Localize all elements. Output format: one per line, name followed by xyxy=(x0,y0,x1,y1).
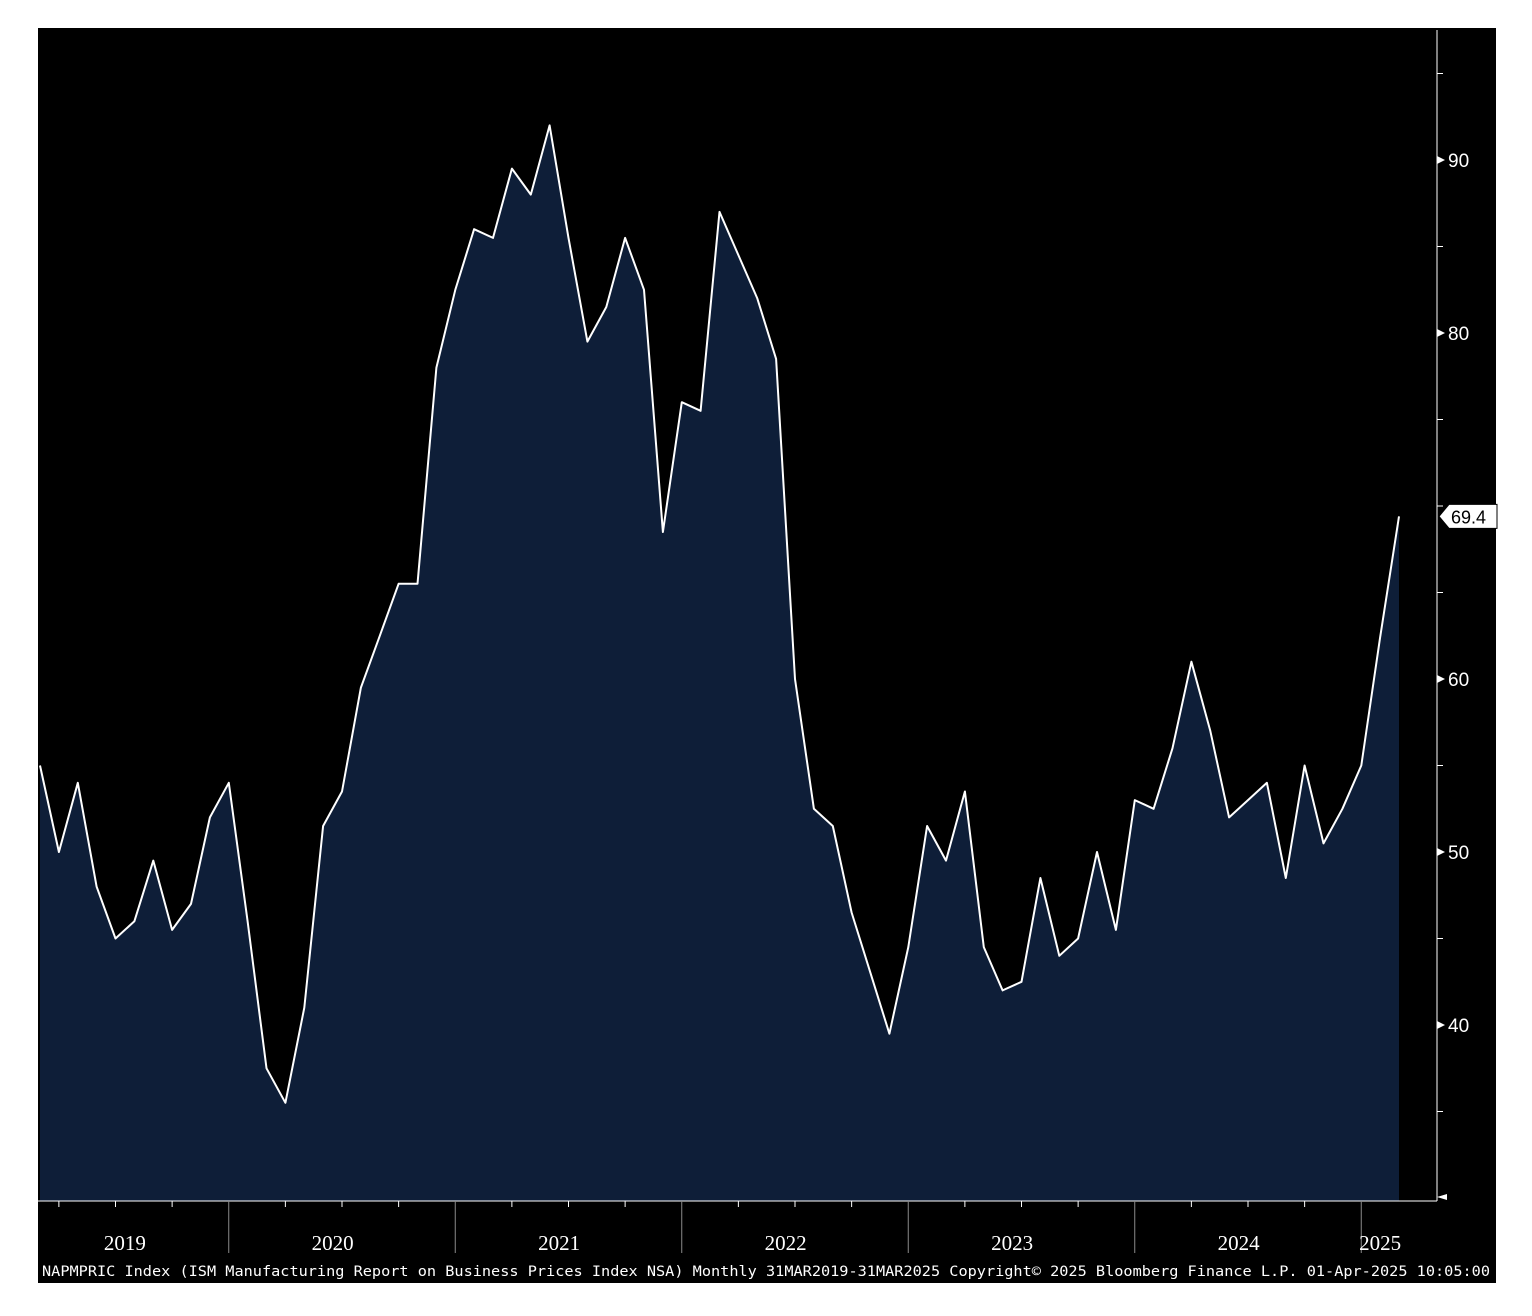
x-tick-label: 2024 xyxy=(1218,1231,1261,1255)
y-tick-label: 60 xyxy=(1448,670,1469,691)
y-tick-label: 80 xyxy=(1448,324,1469,345)
y-axis-end-arrow xyxy=(1437,1194,1447,1200)
footer-source-text: NAPMPRIC Index (ISM Manufacturing Report… xyxy=(42,1264,1490,1280)
axes: 90 80 60 50 40 2019 2020 2021 2022 2023 2024 2025 69… xyxy=(38,30,1498,1255)
y-tick-mark xyxy=(1437,1021,1445,1029)
y-tick-label: 90 xyxy=(1448,151,1469,172)
last-value-tag xyxy=(1438,503,1498,529)
last-value-label: 69.4 xyxy=(1451,507,1486,527)
y-tick-mark xyxy=(1437,329,1445,337)
y-tick-label: 50 xyxy=(1448,843,1469,864)
y-tick-mark xyxy=(1437,156,1445,164)
y-tick-mark xyxy=(1437,675,1445,683)
y-tick-mark xyxy=(1437,848,1445,856)
series-area xyxy=(40,125,1399,1201)
x-tick-label: 2019 xyxy=(104,1231,146,1255)
x-tick-label: 2023 xyxy=(991,1231,1033,1255)
x-tick-label: 2022 xyxy=(765,1231,807,1255)
series-line xyxy=(39,124,1400,1104)
plot-area xyxy=(39,124,1400,1201)
x-tick-label: 2025 xyxy=(1359,1231,1401,1255)
x-tick-label: 2020 xyxy=(312,1231,354,1255)
x-tick-label: 2021 xyxy=(538,1231,580,1255)
y-tick-label: 40 xyxy=(1448,1016,1469,1037)
